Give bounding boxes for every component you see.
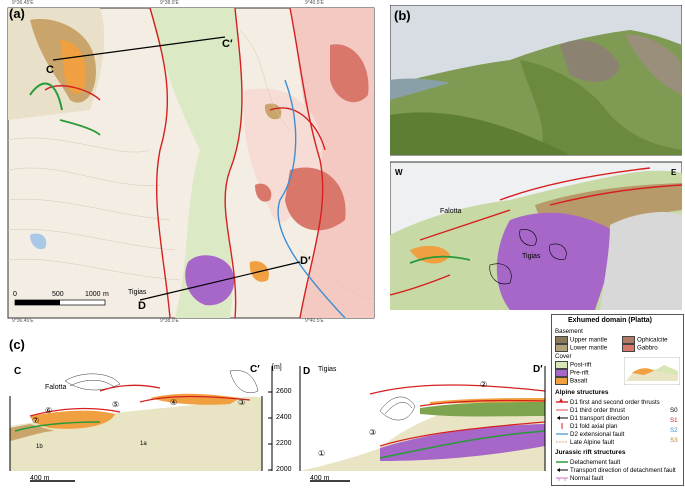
legend-cover: Cover [555, 353, 572, 360]
legend-alpine-5: Late Alpine fault [570, 439, 615, 446]
panel-b-label: (b) [394, 8, 411, 23]
coord-top-3: 9°40.5'E [305, 0, 324, 6]
section-c-right: C′ [250, 364, 260, 375]
map-panel: (a) C C′ D D′ Tigias 0 500 1000 m 9°36.4… [0, 0, 385, 325]
section-c-unit-5: ⑤ [112, 400, 120, 409]
legend-basement: Basement [555, 328, 583, 335]
section-d-unit-2: ② [480, 380, 488, 389]
map-tigias-label: Tigias [128, 289, 147, 296]
legend-s0: S0 [670, 407, 678, 414]
section-c-falotta: Falotta [45, 384, 67, 391]
section-panel: (c) C C′ Falotta ⑥ ⑦ ⑤ ④ ③ 1b 1a 400 m [… [0, 336, 550, 488]
legend-jurassic-title: Jurassic rift structures [555, 449, 626, 456]
legend-jurassic-0: Detachement fault [570, 459, 621, 466]
elevation-2600: 2600 [276, 388, 292, 395]
section-c-unit-3: ③ [238, 398, 246, 407]
legend-basalt: Basalt [555, 377, 587, 385]
section-c-unit-1b: 1b [36, 444, 43, 450]
legend-pre-rift: Pre-rift [555, 369, 589, 377]
section-d-right: D′ [533, 364, 543, 375]
section-c-unit-6: ⑥ [45, 406, 53, 415]
panel-c-label: (c) [9, 337, 25, 352]
coord-bottom-1: 9°36.45'E [12, 318, 34, 324]
elevation-2200: 2200 [276, 440, 292, 447]
photo-w-label: W [395, 168, 403, 177]
legend-gabbro: Gabbro [622, 344, 658, 352]
panel-a-label: (a) [9, 6, 25, 21]
legend-post-rift: Post-rift [555, 361, 591, 369]
legend-alpine-4: D2 extensional fault [570, 431, 625, 438]
elevation-2000: 2000 [276, 466, 292, 473]
scale-1000: 1000 [85, 291, 101, 298]
scale-unit: m [103, 291, 109, 298]
section-c-scale: 400 m [30, 475, 50, 482]
photo-panel: (b) W E Falotta Tigias [389, 4, 683, 311]
legend-alpine-3: D1 fold axial plan [570, 423, 618, 430]
coord-bottom-2: 9°38.0'E [160, 318, 179, 324]
legend-s3: S3 [670, 437, 678, 444]
scale-500: 500 [52, 291, 64, 298]
legend-s2: S2 [670, 427, 678, 434]
elevation-2400: 2400 [276, 414, 292, 421]
legend-title: Exhumed domain (Platta) [568, 317, 653, 324]
legend-upper-mantle: Upper mantle [555, 336, 607, 344]
legend-alpine-2: D1 transport direction [570, 415, 630, 422]
coord-top-2: 9°38.0'E [160, 0, 179, 6]
section-c-left: C [14, 366, 22, 377]
section-d-end-label: D′ [300, 255, 311, 267]
legend: Exhumed domain (Platta) Basement Upper m… [551, 314, 684, 486]
section-d-start-label: D [138, 300, 146, 312]
section-d-left: D [303, 366, 311, 377]
legend-alpine-1: D1 third order thrust [570, 407, 626, 414]
legend-ophicalcite: Ophicalcite [622, 336, 668, 344]
legend-lower-mantle: Lower mantle [555, 344, 607, 352]
legend-alpine-0: D1 first and second order thrusts [570, 399, 660, 406]
legend-alpine-symbols [556, 398, 568, 443]
legend-alpine-title: Alpine structures [555, 389, 609, 396]
photo-tigias-label: Tigias [522, 253, 541, 260]
photo-falotta-label: Falotta [440, 208, 462, 215]
legend-jurassic-symbols [556, 461, 568, 481]
section-c-end-label: C′ [222, 38, 233, 50]
section-c-unit-4: ④ [170, 398, 178, 407]
legend-strat-sketch [624, 357, 680, 385]
legend-jurassic-2: Normal fault [570, 475, 604, 482]
elevation-unit: [m] [272, 364, 282, 371]
section-d-unit-1: ① [318, 449, 326, 458]
photo-e-label: E [671, 168, 677, 177]
section-c-unit-1a: 1a [140, 441, 147, 447]
scale-0: 0 [13, 291, 17, 298]
legend-jurassic-1: Transport direction of detachment fault [570, 467, 676, 474]
section-d-scale: 400 m [310, 475, 330, 482]
coord-top-1: 9°36.45'E [12, 0, 34, 6]
coord-bottom-3: 9°40.5'E [305, 318, 324, 324]
section-d-unit-3: ③ [369, 428, 377, 437]
legend-s1: S1 [670, 417, 678, 424]
section-c-unit-7: ⑦ [32, 416, 40, 425]
section-c-start-label: C [46, 64, 54, 76]
section-d-tigias: Tigias [318, 366, 337, 373]
